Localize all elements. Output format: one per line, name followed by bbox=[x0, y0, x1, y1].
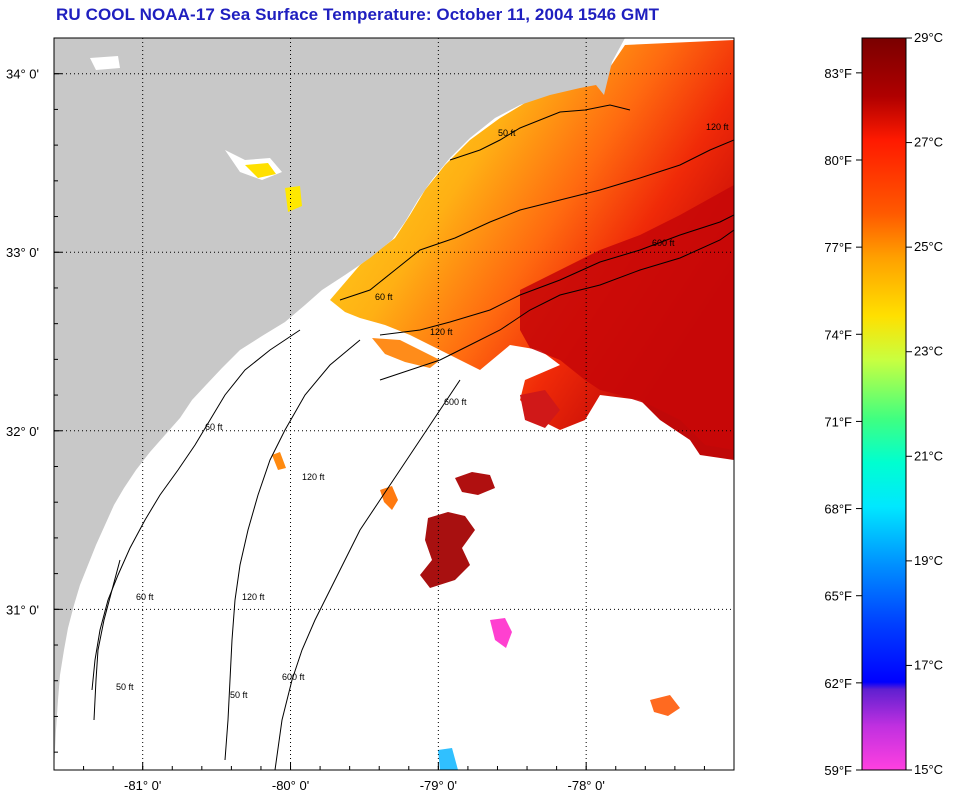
contour-label-600-mid: 600 ft bbox=[444, 397, 467, 407]
inland-lake-3 bbox=[285, 186, 302, 212]
sst-patch-small-2 bbox=[520, 390, 560, 428]
colorbar-fahrenheit-label: 80°F bbox=[824, 153, 852, 168]
contour-label-50-sw: 50 ft bbox=[116, 682, 134, 692]
colorbar-celsius-label: 25°C bbox=[914, 239, 943, 254]
sst-patch-offshore-1 bbox=[455, 472, 495, 495]
lon-tick-label: -80° 0' bbox=[272, 778, 309, 793]
contour-label-120-ne: 120 ft bbox=[706, 122, 729, 132]
contour-labels: 50 ft 60 ft 120 ft 600 ft 120 ft 60 ft 1… bbox=[116, 122, 729, 700]
sst-patch-cyan bbox=[438, 748, 458, 770]
lon-tick-label: -78° 0' bbox=[568, 778, 605, 793]
colorbar-celsius-label: 17°C bbox=[914, 657, 943, 672]
contour-nearshore-120 bbox=[224, 339, 361, 761]
sst-patch-orange-2 bbox=[272, 452, 286, 470]
colorbar-labels: 29°C 27°C 25°C 23°C 21°C 19°C 17°C 15°C 83°F 80°F… bbox=[824, 30, 943, 778]
colorbar-celsius-label: 15°C bbox=[914, 762, 943, 777]
colorbar-celsius-label: 23°C bbox=[914, 344, 943, 359]
contour-label-50-se: 50 ft bbox=[230, 690, 248, 700]
colorbar-celsius-label: 27°C bbox=[914, 135, 943, 150]
map-title: RU COOL NOAA-17 Sea Surface Temperature:… bbox=[56, 5, 660, 24]
colorbar-celsius-label: 19°C bbox=[914, 553, 943, 568]
contour-nearshore-50 bbox=[93, 559, 121, 721]
land-mass bbox=[54, 38, 625, 770]
colorbar-fahrenheit-label: 74°F bbox=[824, 327, 852, 342]
colorbar-fahrenheit-label: 62°F bbox=[824, 676, 852, 691]
contour-60ft bbox=[339, 139, 734, 301]
lat-tick-label: 34° 0' bbox=[6, 67, 39, 82]
contour-label-50: 50 ft bbox=[498, 128, 516, 138]
contour-label-60: 60 ft bbox=[375, 292, 393, 302]
sst-patch-offshore-2 bbox=[420, 512, 475, 588]
graticule bbox=[54, 38, 734, 770]
map-frame bbox=[53, 37, 735, 771]
colorbar-scale bbox=[861, 37, 907, 771]
contour-label-60-sw: 60 ft bbox=[136, 592, 154, 602]
sst-patch-small-1 bbox=[650, 695, 680, 716]
inland-lake-4 bbox=[90, 56, 120, 70]
contour-600ft bbox=[379, 229, 734, 381]
bathymetry-contours bbox=[91, 104, 734, 770]
lat-tick-label: 31° 0' bbox=[6, 602, 39, 617]
sst-patch-orange-1 bbox=[380, 486, 398, 510]
contour-50ft bbox=[449, 104, 631, 161]
contour-label-120-sw: 120 ft bbox=[242, 592, 265, 602]
contour-label-120: 120 ft bbox=[430, 327, 453, 337]
colorbar-fahrenheit-label: 68°F bbox=[824, 502, 852, 517]
map-axes: -81° 0' -80° 0' -79° 0' -78° 0' 34° 0' 33° 0'… bbox=[6, 67, 705, 793]
sst-patch-magenta bbox=[490, 618, 512, 648]
lat-tick-label: 32° 0' bbox=[6, 424, 39, 439]
inland-lake-2 bbox=[245, 163, 276, 178]
colorbar-fahrenheit-label: 71°F bbox=[824, 414, 852, 429]
lon-tick-label: -81° 0' bbox=[124, 778, 161, 793]
colorbar-fahrenheit-label: 83°F bbox=[824, 66, 852, 81]
colorbar-fahrenheit-label: 77°F bbox=[824, 240, 852, 255]
contour-label-600: 600 ft bbox=[652, 238, 675, 248]
lon-tick-label: -79° 0' bbox=[420, 778, 457, 793]
contour-nearshore-600 bbox=[274, 379, 461, 770]
colorbar-fahrenheit-label: 65°F bbox=[824, 589, 852, 604]
lat-tick-label: 33° 0' bbox=[6, 245, 39, 260]
colorbar-celsius-label: 29°C bbox=[914, 30, 943, 45]
contour-label-120-south: 120 ft bbox=[302, 472, 325, 482]
contour-120ft-offshore bbox=[379, 214, 734, 336]
contour-label-60-south: 60 ft bbox=[205, 422, 223, 432]
sst-patch-nearshore-orange bbox=[372, 338, 440, 368]
sst-gulf-stream-core bbox=[520, 185, 734, 450]
contour-label-600-sw: 600 ft bbox=[282, 672, 305, 682]
colorbar-fahrenheit-label: 59°F bbox=[824, 763, 852, 778]
contour-nearshore-60 bbox=[91, 329, 301, 691]
colorbar-celsius-label: 21°C bbox=[914, 448, 943, 463]
